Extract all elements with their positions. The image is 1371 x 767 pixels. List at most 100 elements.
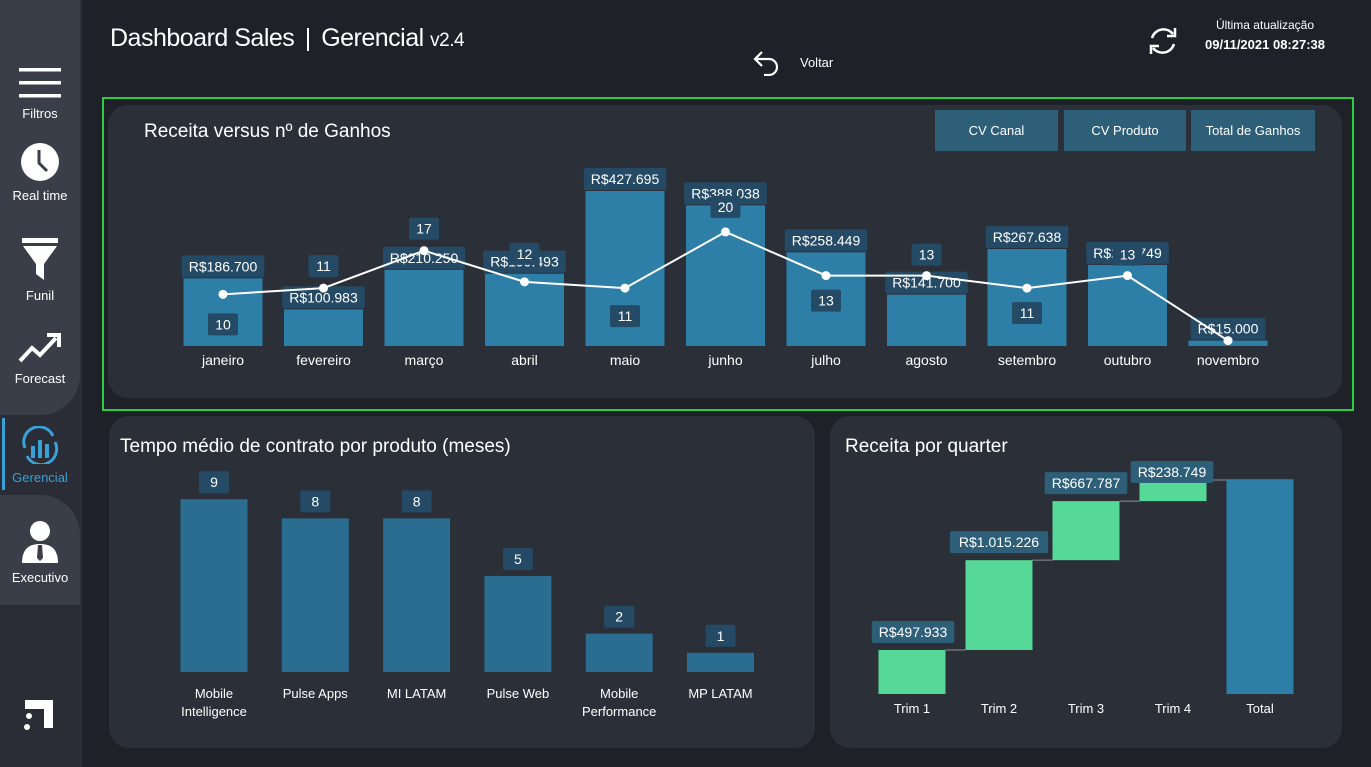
quarter-increase-bar (1139, 480, 1207, 502)
wins-data-label: 13 (1120, 247, 1136, 263)
wins-data-label: 13 (818, 293, 834, 309)
funnel-icon (22, 238, 58, 280)
contract-bar (180, 499, 248, 672)
sidebar-item-label: Executivo (11, 570, 69, 585)
clock-icon (21, 143, 59, 181)
quarter-data-label: R$238.749 (1138, 464, 1207, 480)
title-main: Dashboard Sales (110, 24, 295, 52)
contract-bar (687, 652, 754, 672)
quarter-data-label: R$1.015.226 (959, 534, 1039, 550)
trend-up-icon (18, 333, 61, 363)
sidebar-item-forecast[interactable]: Forecast (0, 331, 80, 386)
contract-data-label: 9 (210, 474, 218, 490)
month-tick-label: abril (511, 352, 537, 368)
last-update: Última atualização 09/11/2021 08:27:38 (1195, 18, 1335, 52)
refresh-button[interactable] (1146, 24, 1180, 63)
wins-data-label: 11 (1020, 305, 1035, 321)
wins-data-label: 13 (919, 247, 935, 263)
management-chart-icon (22, 426, 59, 464)
back-label: Voltar (800, 54, 834, 70)
revenue-data-label-bg (985, 226, 1069, 249)
quarter-tick-label: Total (1246, 701, 1274, 716)
title-version: v2.4 (430, 30, 465, 51)
sidebar-item-funil[interactable]: Funil (0, 238, 80, 303)
revenue-bar (887, 294, 966, 346)
sidebar-item-label: Funil (25, 288, 55, 303)
month-tick-label: agosto (905, 352, 947, 368)
month-tick-label: novembro (1197, 352, 1259, 368)
revenue-data-label-bg (181, 255, 265, 278)
quarter-tick-label: Trim 4 (1155, 701, 1191, 716)
month-tick-label: outubro (1104, 352, 1152, 368)
sidebar-item-label: Gerencial (12, 470, 68, 485)
wins-data-label-bg (811, 289, 841, 312)
quarter-tick-label: Trim 3 (1068, 701, 1104, 716)
wins-point (1123, 271, 1132, 281)
product-tick-label: Mobile (600, 686, 638, 701)
revenue-data-label-bg (583, 168, 667, 190)
cv-canal-button[interactable]: CV Canal (935, 110, 1058, 151)
wins-point (319, 283, 328, 293)
wins-data-label-bg (710, 195, 741, 218)
quarter-increase-bar (878, 649, 946, 694)
page-title: Dashboard Sales | Gerencial v2.4 (110, 24, 465, 53)
product-tick-label: MI LATAM (387, 686, 446, 701)
cv-produto-button[interactable]: CV Produto (1064, 110, 1186, 151)
contract-data-label-bg (705, 624, 736, 647)
sidebar-item-executivo[interactable]: Executivo (0, 520, 80, 585)
last-update-value: 09/11/2021 08:27:38 (1205, 37, 1325, 52)
contract-data-label: 8 (311, 493, 319, 509)
wins-data-label: 10 (215, 316, 231, 332)
selection-highlight (102, 97, 1354, 411)
contract-data-label-bg (502, 548, 533, 570)
revenue-data-label: R$258.449 (792, 232, 861, 248)
revenue-data-label: R$15.000 (1198, 321, 1259, 337)
month-tick-label: fevereiro (296, 352, 351, 368)
sidebar-item-real-time[interactable]: Real time (0, 142, 80, 203)
brand-logo-icon[interactable] (22, 697, 56, 736)
product-tick-label: Intelligence (181, 704, 247, 719)
wins-data-label-bg (1012, 302, 1042, 325)
wins-data-label-bg (208, 313, 238, 336)
revenue-chart-title: Receita versus nº de Ganhos (144, 121, 391, 142)
wins-point (821, 271, 831, 281)
wins-point (1022, 283, 1032, 293)
month-tick-label: maio (610, 352, 641, 368)
quarter-tick-label: Trim 2 (981, 701, 1017, 716)
quarter-total-bar (1226, 480, 1294, 694)
contract-data-label: 2 (615, 609, 623, 625)
wins-point (520, 277, 529, 287)
contract-data-label-bg (199, 471, 229, 494)
contract-data-label: 1 (717, 628, 725, 644)
revenue-data-label: R$388.038 (691, 185, 760, 201)
wins-point (419, 246, 429, 256)
sidebar-item-gerencial[interactable]: Gerencial (0, 426, 80, 485)
total-ganhos-button[interactable]: Total de Ganhos (1191, 110, 1315, 151)
quarter-data-label-bg (949, 531, 1049, 554)
wins-point (1223, 336, 1233, 346)
contract-bar (383, 518, 451, 672)
quarter-tick-label: Trim 1 (894, 701, 930, 716)
brand-logo-icon (24, 700, 53, 730)
back-button[interactable]: Voltar (752, 48, 833, 76)
revenue-data-label: R$210.250 (390, 250, 459, 266)
revenue-data-label-bg (684, 182, 767, 205)
month-tick-label: setembro (998, 352, 1057, 368)
quarter-data-label: R$497.933 (879, 624, 948, 640)
quarter-increase-bar (965, 560, 1033, 650)
revenue-data-label-bg (885, 271, 968, 294)
last-update-label: Última atualização (1215, 18, 1315, 32)
active-indicator (2, 418, 5, 490)
revenue-data-label: R$186.700 (189, 258, 258, 274)
wins-data-label: 11 (618, 308, 633, 324)
contract-chart-title: Tempo médio de contrato por produto (mes… (120, 436, 511, 457)
revenue-bar (384, 269, 464, 346)
sidebar: Filtros Real time Funil Forecast Ger (0, 0, 82, 767)
wins-point (721, 227, 730, 237)
sidebar-item-filtros[interactable]: Filtros (0, 66, 80, 121)
back-arrow-icon (753, 51, 779, 76)
contract-bar (281, 518, 349, 672)
revenue-data-label: R$100.983 (289, 289, 358, 305)
